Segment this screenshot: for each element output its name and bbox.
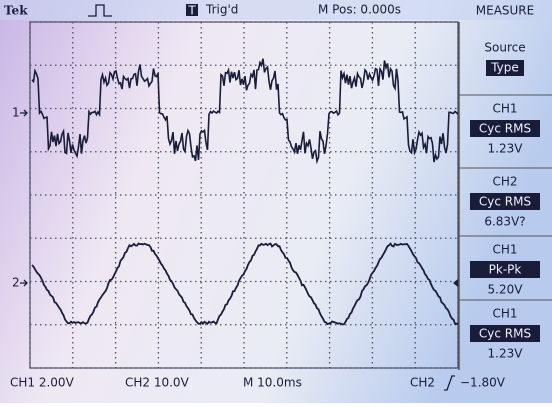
header-bar xyxy=(0,0,552,20)
meas-type-box xyxy=(470,261,540,278)
meas-type: Cyc RMS xyxy=(479,122,531,136)
meas-channel: CH1 xyxy=(492,307,517,321)
meas-channel: CH1 xyxy=(492,243,517,257)
brand: Tek xyxy=(4,4,28,18)
measurements: CH1 Cyc RMS 1.23V CH2 Cyc RMS 6.83V? CH1 Pk-Pk 5… xyxy=(470,102,540,361)
ch1-waveform xyxy=(31,58,459,165)
ch1-marker: 1 xyxy=(12,106,20,120)
trigger-status: Trig'd xyxy=(205,3,238,17)
graticule xyxy=(29,21,459,369)
trigger-level: −1.80V xyxy=(460,376,506,390)
meas-value: 1.23V xyxy=(488,347,524,361)
meas-type: Cyc RMS xyxy=(479,327,531,341)
ch2-waveform xyxy=(31,242,459,326)
trigger-icon-box xyxy=(186,4,198,16)
menu-source[interactable]: Source xyxy=(484,41,525,55)
position: M Pos: 0.000s xyxy=(318,3,401,17)
meas-channel: CH2 xyxy=(492,175,517,189)
meas-type-box xyxy=(470,325,540,342)
ch2-marker: 2 xyxy=(12,276,20,290)
meas-type: Cyc RMS xyxy=(479,195,531,209)
menu-title: MEASURE xyxy=(476,4,534,18)
time-scale: M 10.0ms xyxy=(243,376,302,390)
meas-value: 5.20V xyxy=(488,283,524,297)
trigger-slope-icon xyxy=(444,375,455,391)
menu-type[interactable]: Type xyxy=(490,61,519,75)
meas-type-box xyxy=(470,120,540,137)
ch1-scale: CH1 2.00V xyxy=(10,376,75,390)
meas-value: 6.83V? xyxy=(484,215,525,229)
trigger-icon: T xyxy=(187,4,196,18)
trigger-source: CH2 xyxy=(410,376,435,390)
trigger-level-arrow xyxy=(453,279,458,287)
meas-type: Pk-Pk xyxy=(489,263,522,277)
graticule-border xyxy=(29,21,459,369)
side-menu: Source Type xyxy=(458,22,552,370)
ch2-scale: CH2 10.0V xyxy=(125,376,190,390)
channel-arrows xyxy=(20,109,28,287)
trigger-edge-icon xyxy=(88,4,112,17)
meas-type-box xyxy=(470,193,540,210)
meas-channel: CH1 xyxy=(492,102,517,116)
meas-value: 1.23V xyxy=(488,142,524,156)
